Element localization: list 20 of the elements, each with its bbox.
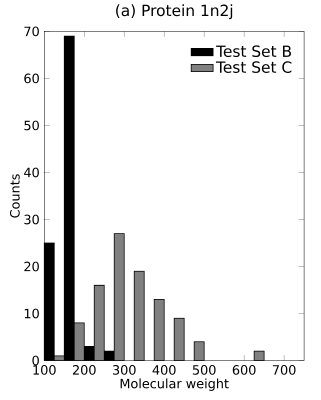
x-tick-label: 100 [33, 365, 56, 375]
y-tick-label: 20 [24, 262, 39, 272]
x-tick-label: 600 [232, 365, 256, 375]
y-tick-label: 0 [32, 356, 39, 366]
chart-title: (a) Protein 1n2j [116, 4, 232, 20]
x-tick-label: 200 [72, 365, 96, 375]
y-tick-label: 30 [24, 214, 39, 224]
y-tick-label: 60 [24, 74, 39, 84]
legend-label: Test Set C [216, 61, 292, 73]
y-tick-label: 70 [24, 26, 39, 36]
legend-label: Test Set B [216, 45, 291, 58]
x-tick-label: 400 [152, 365, 176, 375]
x-tick-label: 300 [112, 365, 136, 375]
y-tick-label: 50 [24, 120, 39, 130]
y-tick-label: 10 [24, 308, 39, 318]
x-tick-label: 700 [272, 365, 296, 375]
x-axis-title: Molecular weight [120, 378, 228, 391]
x-tick-label: 500 [192, 365, 216, 375]
y-tick-label: 40 [24, 168, 39, 178]
y-axis-title: Counts [10, 174, 20, 218]
